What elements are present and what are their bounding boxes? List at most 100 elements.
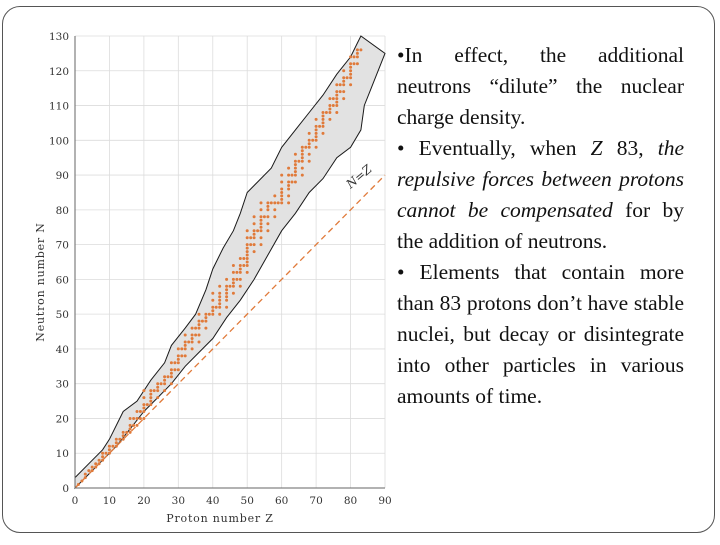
y-tick-label: 40	[56, 344, 69, 356]
stable-nuclide-point	[176, 354, 180, 358]
stable-nuclide-point	[242, 264, 246, 267]
stable-nuclide-point	[314, 145, 318, 149]
stable-nuclide-point	[128, 417, 132, 420]
stable-nuclide-point	[314, 124, 318, 128]
stable-nuclide-point	[204, 319, 208, 323]
stable-nuclide-point	[349, 65, 353, 69]
stable-nuclide-point	[300, 152, 304, 156]
stable-nuclide-point	[142, 403, 146, 407]
stable-nuclide-point	[90, 465, 94, 469]
stable-nuclide-point	[218, 302, 222, 306]
stable-nuclide-point	[338, 90, 342, 94]
stable-nuclide-point	[180, 347, 184, 351]
stable-nuclide-point	[245, 253, 249, 257]
stable-nuclide-point	[183, 354, 187, 358]
stable-nuclide-point	[225, 295, 229, 299]
stable-nuclide-point	[328, 117, 332, 121]
bullet-2-tail: for by the addition of neutrons.	[397, 198, 684, 253]
stable-nuclide-point	[342, 83, 346, 87]
stable-nuclide-point	[204, 316, 208, 320]
stable-nuclide-point	[342, 79, 346, 83]
y-tick-label: 50	[56, 309, 69, 321]
stable-nuclide-point	[190, 337, 194, 340]
stable-nuclide-point	[335, 97, 339, 101]
stable-nuclide-point	[238, 277, 242, 281]
stable-nuclide-point	[183, 333, 187, 337]
stable-nuclide-point	[176, 361, 180, 365]
stable-nuclide-point	[197, 312, 201, 316]
axes	[74, 36, 385, 489]
stable-nuclide-point	[218, 291, 222, 295]
stable-nuclide-point	[173, 368, 177, 372]
stable-nuclide-point	[101, 458, 105, 462]
stable-nuclide-point	[245, 250, 249, 254]
stable-nuclide-point	[142, 396, 146, 400]
stable-nuclide-point	[314, 135, 318, 139]
stable-nuclide-point	[328, 97, 332, 101]
stable-nuclide-point	[138, 410, 142, 413]
stable-nuclide-point	[252, 222, 256, 226]
stable-nuclide-point	[287, 184, 291, 187]
stable-nuclide-point	[352, 62, 356, 66]
stable-nuclide-point	[94, 465, 98, 469]
stable-nuclide-point	[280, 191, 284, 194]
stable-nuclide-point	[166, 375, 170, 379]
stable-nuclide-point	[287, 194, 291, 198]
stable-nuclide-point	[238, 267, 242, 271]
stable-nuclide-point	[297, 159, 301, 163]
stable-nuclide-point	[256, 229, 260, 233]
stable-nuclide-point	[276, 201, 280, 205]
stable-nuclide-point	[300, 166, 304, 170]
stable-nuclide-point	[352, 55, 356, 59]
stable-nuclide-point	[321, 131, 325, 135]
stable-nuclide-point	[142, 417, 146, 420]
stable-nuclide-point	[266, 229, 270, 233]
stable-nuclide-point	[169, 371, 173, 375]
stable-nuclide-point	[225, 288, 229, 292]
stable-nuclide-point	[266, 215, 270, 219]
stable-nuclide-point	[156, 385, 160, 389]
stable-nuclide-point	[245, 270, 249, 274]
stable-nuclide-point	[149, 396, 153, 400]
stable-nuclide-point	[349, 55, 353, 59]
stable-nuclide-point	[300, 173, 304, 177]
stable-nuclide-point	[273, 215, 277, 219]
stable-nuclide-point	[83, 472, 87, 476]
stable-nuclide-point	[245, 243, 249, 247]
stable-nuclide-point	[252, 232, 256, 236]
x-tick-label: 20	[137, 495, 150, 507]
stable-nuclide-point	[169, 368, 173, 372]
stable-nuclide-point	[190, 347, 194, 351]
stable-nuclide-point	[90, 469, 94, 473]
stable-nuclide-point	[300, 159, 304, 163]
stable-nuclide-point	[163, 389, 167, 393]
x-tick-label: 90	[378, 495, 391, 507]
stable-nuclide-point	[107, 448, 111, 452]
x-tick-label: 10	[103, 495, 116, 507]
stable-nuclide-point	[349, 69, 353, 73]
stable-nuclide-point	[194, 333, 198, 337]
stable-nuclide-point	[107, 444, 111, 448]
stable-nuclide-point	[252, 236, 256, 240]
stable-nuclide-point	[318, 124, 322, 128]
stable-nuclide-point	[266, 204, 270, 208]
stable-nuclide-point	[225, 298, 229, 302]
stable-nuclide-point	[235, 270, 239, 274]
stable-nuclide-point	[307, 145, 311, 149]
stable-nuclide-point	[321, 121, 325, 125]
stable-nuclide-point	[121, 437, 125, 441]
stable-nuclide-point	[293, 173, 297, 177]
stable-nuclide-point	[114, 444, 118, 448]
stable-nuclide-point	[321, 117, 325, 121]
stable-nuclide-point	[273, 194, 277, 198]
stable-nuclide-point	[300, 156, 304, 160]
stable-nuclide-point	[104, 451, 108, 455]
stable-nuclide-point	[259, 201, 263, 205]
stable-nuclide-point	[259, 215, 263, 219]
stable-nuclide-point	[183, 340, 187, 344]
stable-nuclide-point	[149, 403, 153, 407]
stable-nuclide-point	[307, 152, 311, 156]
stable-nuclide-point	[176, 368, 180, 372]
stable-nuclide-point	[293, 180, 297, 184]
stable-nuclide-point	[235, 277, 239, 281]
